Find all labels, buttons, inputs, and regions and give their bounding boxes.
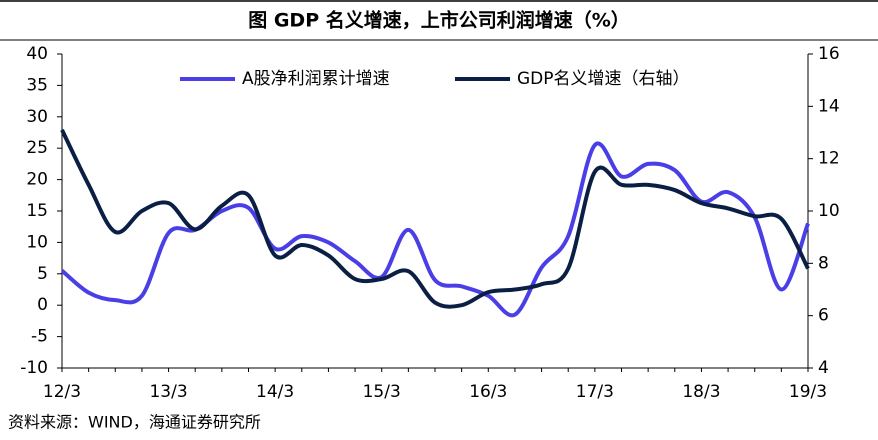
y2-tick-label: 16	[818, 44, 840, 64]
y2-tick-label: 6	[818, 306, 829, 326]
y-tick-label: 25	[26, 138, 48, 158]
y-tick-label: -5	[31, 327, 48, 347]
legend-label: A股净利润累计增速	[242, 69, 390, 89]
series-line	[60, 141, 810, 318]
y2-tick-label: 12	[818, 149, 840, 169]
y2-tick-label: 8	[818, 253, 829, 273]
y-tick-label: -10	[20, 358, 48, 378]
y-tick-label: 20	[26, 170, 48, 190]
y-tick-label: 10	[26, 232, 48, 252]
y2-tick-label: 14	[818, 96, 840, 116]
y-tick-label: 30	[26, 107, 48, 127]
x-tick-label: 16/3	[469, 382, 507, 402]
source: 资料来源：WIND，海通证券研究所	[8, 413, 261, 432]
y-tick-label: 40	[26, 44, 48, 64]
y-tick-label: 0	[37, 295, 48, 315]
y2-tick-label: 4	[818, 358, 829, 378]
legend-label: GDP名义增速（右轴）	[517, 69, 690, 89]
x-tick-label: 18/3	[682, 382, 720, 402]
x-tick-label: 12/3	[43, 382, 81, 402]
y-tick-label: 5	[37, 264, 48, 284]
x-tick-label: 15/3	[363, 382, 401, 402]
y-tick-label: 35	[26, 75, 48, 95]
y2-tick-label: 10	[818, 201, 840, 221]
chart-title: 图 GDP 名义增速，上市公司利润增速（%）	[248, 9, 630, 32]
x-tick-label: 13/3	[149, 382, 187, 402]
x-tick-label: 19/3	[789, 382, 827, 402]
x-tick-label: 17/3	[576, 382, 614, 402]
series-line	[60, 129, 810, 309]
y-tick-label: 15	[26, 201, 48, 221]
x-tick-label: 14/3	[256, 382, 294, 402]
